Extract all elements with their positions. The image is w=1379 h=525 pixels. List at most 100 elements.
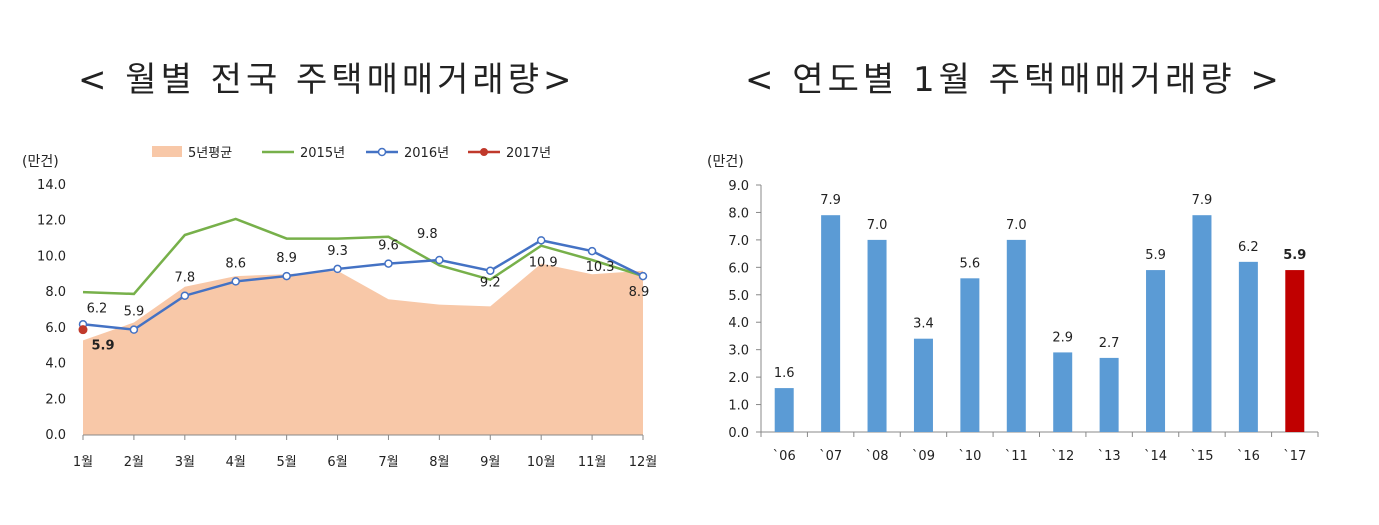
legend-label-2015: 2015년: [300, 146, 345, 161]
x-tick-label: `17: [1283, 449, 1306, 464]
series-2016-data-label: 9.3: [327, 244, 348, 259]
y-tick-label: 8.0: [45, 285, 66, 300]
y-unit-label: (만건): [22, 154, 59, 170]
x-tick-label: `16: [1237, 449, 1260, 464]
bar: [1099, 357, 1119, 432]
series-2016-point: [384, 259, 393, 268]
x-tick-label: 8월: [429, 455, 449, 470]
x-tick-label: `14: [1144, 449, 1167, 464]
bar-data-label: 7.0: [1006, 218, 1027, 233]
series-2016-data-label: 8.9: [629, 285, 650, 300]
y-tick-label: 7.0: [728, 234, 749, 249]
series-2016-data-label: 9.6: [378, 239, 399, 254]
bar-data-label: 5.9: [1145, 248, 1166, 263]
x-tick-label: `06: [773, 449, 796, 464]
chart-legend: 5년평균 2015년 2016년 2017년: [152, 146, 551, 161]
y-tick-label: 5.0: [728, 289, 749, 304]
series-2016-data-label: 8.6: [225, 256, 246, 271]
bar-data-label: 5.6: [960, 256, 981, 271]
y-tick-label: 14.0: [37, 178, 66, 193]
y-tick-label: 1.0: [728, 399, 749, 414]
x-tick-label: 3월: [175, 455, 195, 470]
legend-marker-2017: [480, 148, 488, 156]
bar: [1053, 352, 1073, 432]
bar-data-label: 7.9: [1192, 193, 1213, 208]
x-tick-label: 7월: [378, 455, 398, 470]
y-tick-label: 2.0: [45, 392, 66, 407]
x-tick-label: `13: [1098, 449, 1121, 464]
x-tick-label: `15: [1190, 449, 1213, 464]
bar-data-label: 2.9: [1052, 330, 1073, 345]
y-unit-label: (만건): [707, 154, 744, 170]
x-tick-label: 10월: [527, 455, 556, 470]
y-tick-label: 9.0: [728, 179, 749, 194]
series-2016-data-label: 8.9: [276, 251, 297, 266]
bar-highlight: [1285, 270, 1305, 432]
y-tick-label: 6.0: [728, 261, 749, 276]
series-2016-point: [180, 291, 190, 300]
bar: [821, 215, 841, 432]
bar: [913, 338, 933, 432]
series-2016-point: [638, 271, 648, 281]
x-tick-label: `11: [1005, 449, 1028, 464]
bar: [774, 388, 794, 432]
y-tick-label: 4.0: [728, 316, 749, 331]
y-tick-label: 0.0: [45, 428, 66, 443]
x-tick-label: `08: [866, 449, 889, 464]
series-2016-data-label: 9.8: [417, 227, 438, 242]
x-tick-label: `07: [819, 449, 842, 464]
series-2016-point: [231, 277, 240, 286]
series-2016-data-label: 9.2: [480, 276, 501, 291]
bar-data-label: 3.4: [913, 317, 934, 332]
x-tick-label: `09: [912, 449, 935, 464]
series-2017-data-label: 5.9: [91, 339, 114, 354]
yearly-chart-title: < 연도별 1월 주택매매거래량 >: [745, 60, 1283, 100]
x-tick-label: `12: [1051, 449, 1074, 464]
y-tick-label: 12.0: [37, 214, 66, 229]
legend-swatch-5yr-avg: [152, 146, 182, 157]
bar-data-label: 1.6: [774, 366, 795, 381]
bar: [1192, 215, 1212, 432]
x-tick-label: 4월: [226, 455, 246, 470]
bar-data-label: 7.0: [867, 218, 888, 233]
x-tick-label: 2월: [124, 455, 144, 470]
bar: [867, 239, 887, 432]
series-2016-data-label: 5.9: [124, 305, 145, 320]
series-2016-point: [129, 325, 139, 334]
series-2016-point: [486, 266, 495, 275]
y-tick-label: 6.0: [45, 321, 66, 336]
series-line-2015: [82, 217, 644, 296]
y-tick-label: 10.0: [37, 249, 66, 264]
series-2016-data-label: 10.3: [586, 260, 615, 275]
y-tick-label: 2.0: [728, 371, 749, 386]
y-tick-label: 3.0: [728, 344, 749, 359]
series-2016-data-label: 7.8: [174, 271, 195, 286]
bar: [1146, 270, 1166, 432]
series-area-5yr-avg: [83, 263, 643, 435]
bar-data-label: 2.7: [1099, 336, 1120, 351]
x-tick-label: 12월: [629, 455, 658, 470]
series-2016-data-label: 6.2: [87, 301, 108, 316]
series-2016-point: [587, 246, 597, 256]
series-2016-data-label: 10.9: [529, 255, 558, 270]
series-2017-point: [78, 325, 88, 335]
x-tick-label: 5월: [277, 455, 297, 470]
monthly-chart-title: < 월별 전국 주택매매거래량>: [78, 60, 576, 100]
y-tick-label: 0.0: [728, 426, 749, 441]
x-tick-label: 6월: [327, 455, 347, 470]
bar: [1238, 261, 1258, 432]
y-tick-label: 4.0: [45, 357, 66, 372]
series-2016-point: [282, 271, 291, 281]
x-tick-label: 11월: [578, 455, 607, 470]
bar-data-label: 5.9: [1283, 248, 1306, 263]
series-2016-point: [536, 236, 546, 245]
bar-data-label: 6.2: [1238, 240, 1259, 255]
series-2016-point: [333, 264, 342, 274]
monthly-line-chart: (만건) 0.0 2.0 4.0 6.0 8.0 10.0 12.0 14.0 1월 2월 3월 4월 5…: [22, 146, 658, 470]
bar: [960, 278, 980, 432]
x-tick-label: 1월: [73, 455, 93, 470]
legend-label-5yr-avg: 5년평균: [188, 146, 232, 161]
x-tick-label: 9월: [480, 455, 500, 470]
legend-marker-2016: [377, 147, 387, 157]
